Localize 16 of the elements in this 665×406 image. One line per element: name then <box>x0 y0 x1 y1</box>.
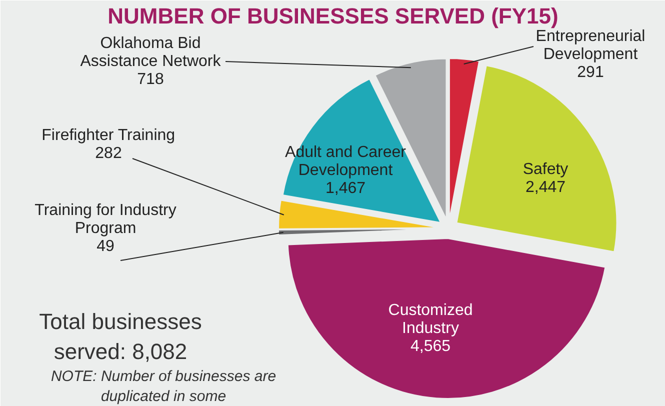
data-label: 4,565 <box>410 338 451 355</box>
data-label: 282 <box>95 144 122 162</box>
data-label: 1,467 <box>325 180 366 197</box>
data-label: 291 <box>577 64 604 81</box>
slice-label: Safety <box>522 161 568 178</box>
slice-label: Training for Industry Program <box>34 202 176 237</box>
slice-label: Firefighter Training <box>42 127 176 144</box>
slice-label: Entrepreneurial Development <box>536 28 646 63</box>
data-label: 49 <box>96 238 114 255</box>
text: Total businesses served: 8,082 <box>39 309 202 364</box>
slice-label: Customized Industry <box>388 302 473 337</box>
data-label: 718 <box>137 70 164 88</box>
text: NOTE: Number of businesses are duplicated in some <box>50 368 276 406</box>
slice-label: Oklahoma Bid Assistance Network <box>80 35 222 70</box>
chart-title: NUMBER OF BUSINESSES SERVED (FY15) <box>108 4 558 28</box>
data-label: 2,447 <box>525 178 566 196</box>
